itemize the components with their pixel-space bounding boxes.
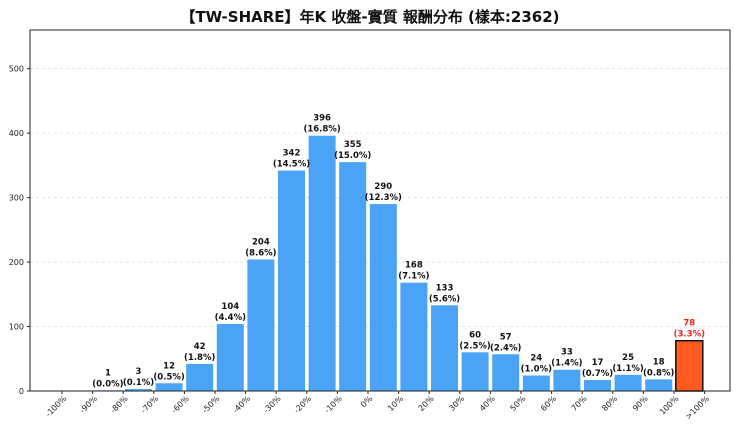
x-tick-label: 20% xyxy=(417,394,436,413)
x-tick-label: 40% xyxy=(478,394,497,413)
x-tick-label: 90% xyxy=(631,394,650,413)
bar xyxy=(645,379,673,391)
bar xyxy=(278,170,305,391)
x-tick-label: -90% xyxy=(78,394,99,415)
bar-value-label: 1 xyxy=(105,368,111,378)
x-tick-label: -70% xyxy=(139,394,160,415)
y-tick-label: 400 xyxy=(9,129,24,138)
bar xyxy=(431,305,458,391)
y-tick-label: 0 xyxy=(19,387,24,396)
bar-value-label: 204 xyxy=(252,237,270,247)
bar-value-label: 57 xyxy=(500,332,512,342)
bar xyxy=(584,380,611,391)
bar-percent-label: (0.0%) xyxy=(92,379,123,389)
bar xyxy=(216,323,244,391)
bar xyxy=(339,162,367,391)
bar-value-label: 24 xyxy=(530,354,542,364)
y-tick-label: 100 xyxy=(9,323,24,332)
y-axis-ticks: 0 100 200 300 400 500 xyxy=(9,65,30,396)
bar-percent-label: (15.0%) xyxy=(334,151,371,161)
x-tick-label: 80% xyxy=(600,394,619,413)
bar xyxy=(308,135,336,391)
bar-value-label: 25 xyxy=(622,353,634,363)
bar-percent-label: (1.1%) xyxy=(612,364,643,374)
bar-value-label: 396 xyxy=(313,114,331,124)
x-tick-label: 30% xyxy=(447,394,466,413)
axes xyxy=(29,29,731,392)
bar-percent-label: (3.3%) xyxy=(674,330,705,340)
bar-value-label: 78 xyxy=(683,319,695,329)
bar xyxy=(155,383,183,391)
bar xyxy=(675,339,704,392)
bar-percent-label: (0.5%) xyxy=(153,372,184,382)
bar-percent-label: (8.6%) xyxy=(245,248,276,258)
bar-percent-label: (2.5%) xyxy=(459,341,490,351)
x-tick-label: 0% xyxy=(359,394,375,410)
bars xyxy=(94,135,704,392)
bar-value-label: 355 xyxy=(344,140,362,150)
bar xyxy=(125,389,152,391)
bar-percent-label: (2.4%) xyxy=(490,343,521,353)
bar xyxy=(522,375,550,391)
x-tick-label: -100% xyxy=(44,394,69,419)
bar-percent-label: (1.8%) xyxy=(184,353,215,363)
bar xyxy=(369,204,397,391)
x-tick-label: 70% xyxy=(570,394,589,413)
bar-value-label: 3 xyxy=(136,367,142,377)
bar-value-label: 33 xyxy=(561,348,573,358)
x-tick-label: -80% xyxy=(109,394,130,415)
x-tick-label: -40% xyxy=(231,394,252,415)
bar-percent-label: (1.0%) xyxy=(521,365,552,375)
bar-percent-label: (4.4%) xyxy=(215,313,246,323)
bar-percent-label: (1.4%) xyxy=(551,359,582,369)
x-tick-label: -60% xyxy=(170,394,191,415)
x-tick-label: >100% xyxy=(684,394,712,422)
chart-title: 【TW-SHARE】年K 收盤-實質 報酬分布 (樣本:2362) xyxy=(180,8,559,26)
bar xyxy=(553,369,581,391)
y-tick-label: 300 xyxy=(9,194,24,203)
bar xyxy=(186,363,214,391)
bar xyxy=(614,374,642,391)
x-tick-label: -50% xyxy=(200,394,221,415)
bar xyxy=(461,352,489,391)
x-tick-label: -30% xyxy=(262,394,283,415)
bar-percent-label: (16.8%) xyxy=(303,125,340,135)
bar-percent-label: (0.1%) xyxy=(123,378,154,388)
bar-value-label: 60 xyxy=(469,330,481,340)
y-tick-label: 200 xyxy=(9,258,24,267)
bar-value-label: 18 xyxy=(653,357,665,367)
bar-value-label: 168 xyxy=(405,261,423,271)
bar-value-label: 104 xyxy=(221,302,239,312)
bar-percent-label: (14.5%) xyxy=(273,160,310,170)
x-tick-label: 100% xyxy=(658,394,681,417)
bar-labels: 1(0.0%) 3(0.1%) 12(0.5%) 42(1.8%) 104(4.4%) 2… xyxy=(92,114,705,390)
plot-frame xyxy=(29,29,731,392)
bar xyxy=(400,282,428,391)
bar-value-label: 17 xyxy=(592,358,604,368)
bar xyxy=(492,354,520,391)
x-tick-label: 60% xyxy=(539,394,558,413)
bar xyxy=(247,259,275,391)
bar-value-label: 290 xyxy=(374,182,392,192)
x-tick-label: -10% xyxy=(323,394,344,415)
gridlines xyxy=(30,68,730,327)
x-tick-label: 10% xyxy=(386,394,405,413)
bar-value-label: 133 xyxy=(436,283,454,293)
bar-percent-label: (5.6%) xyxy=(429,294,460,304)
y-tick-label: 500 xyxy=(9,65,24,74)
x-tick-label: 50% xyxy=(508,394,527,413)
bar-value-label: 12 xyxy=(163,361,175,371)
bar-percent-label: (0.7%) xyxy=(582,369,613,379)
bar-value-label: 42 xyxy=(194,342,206,352)
x-axis-ticks: -100% -90% -80% -70% -60% -50% -40% -30% -20% -10… xyxy=(44,391,711,421)
bar-value-label: 342 xyxy=(283,149,301,159)
bar-percent-label: (7.1%) xyxy=(398,272,429,282)
bar-percent-label: (0.8%) xyxy=(643,368,674,378)
x-tick-label: -20% xyxy=(292,394,313,415)
bar-percent-label: (12.3%) xyxy=(365,193,402,203)
